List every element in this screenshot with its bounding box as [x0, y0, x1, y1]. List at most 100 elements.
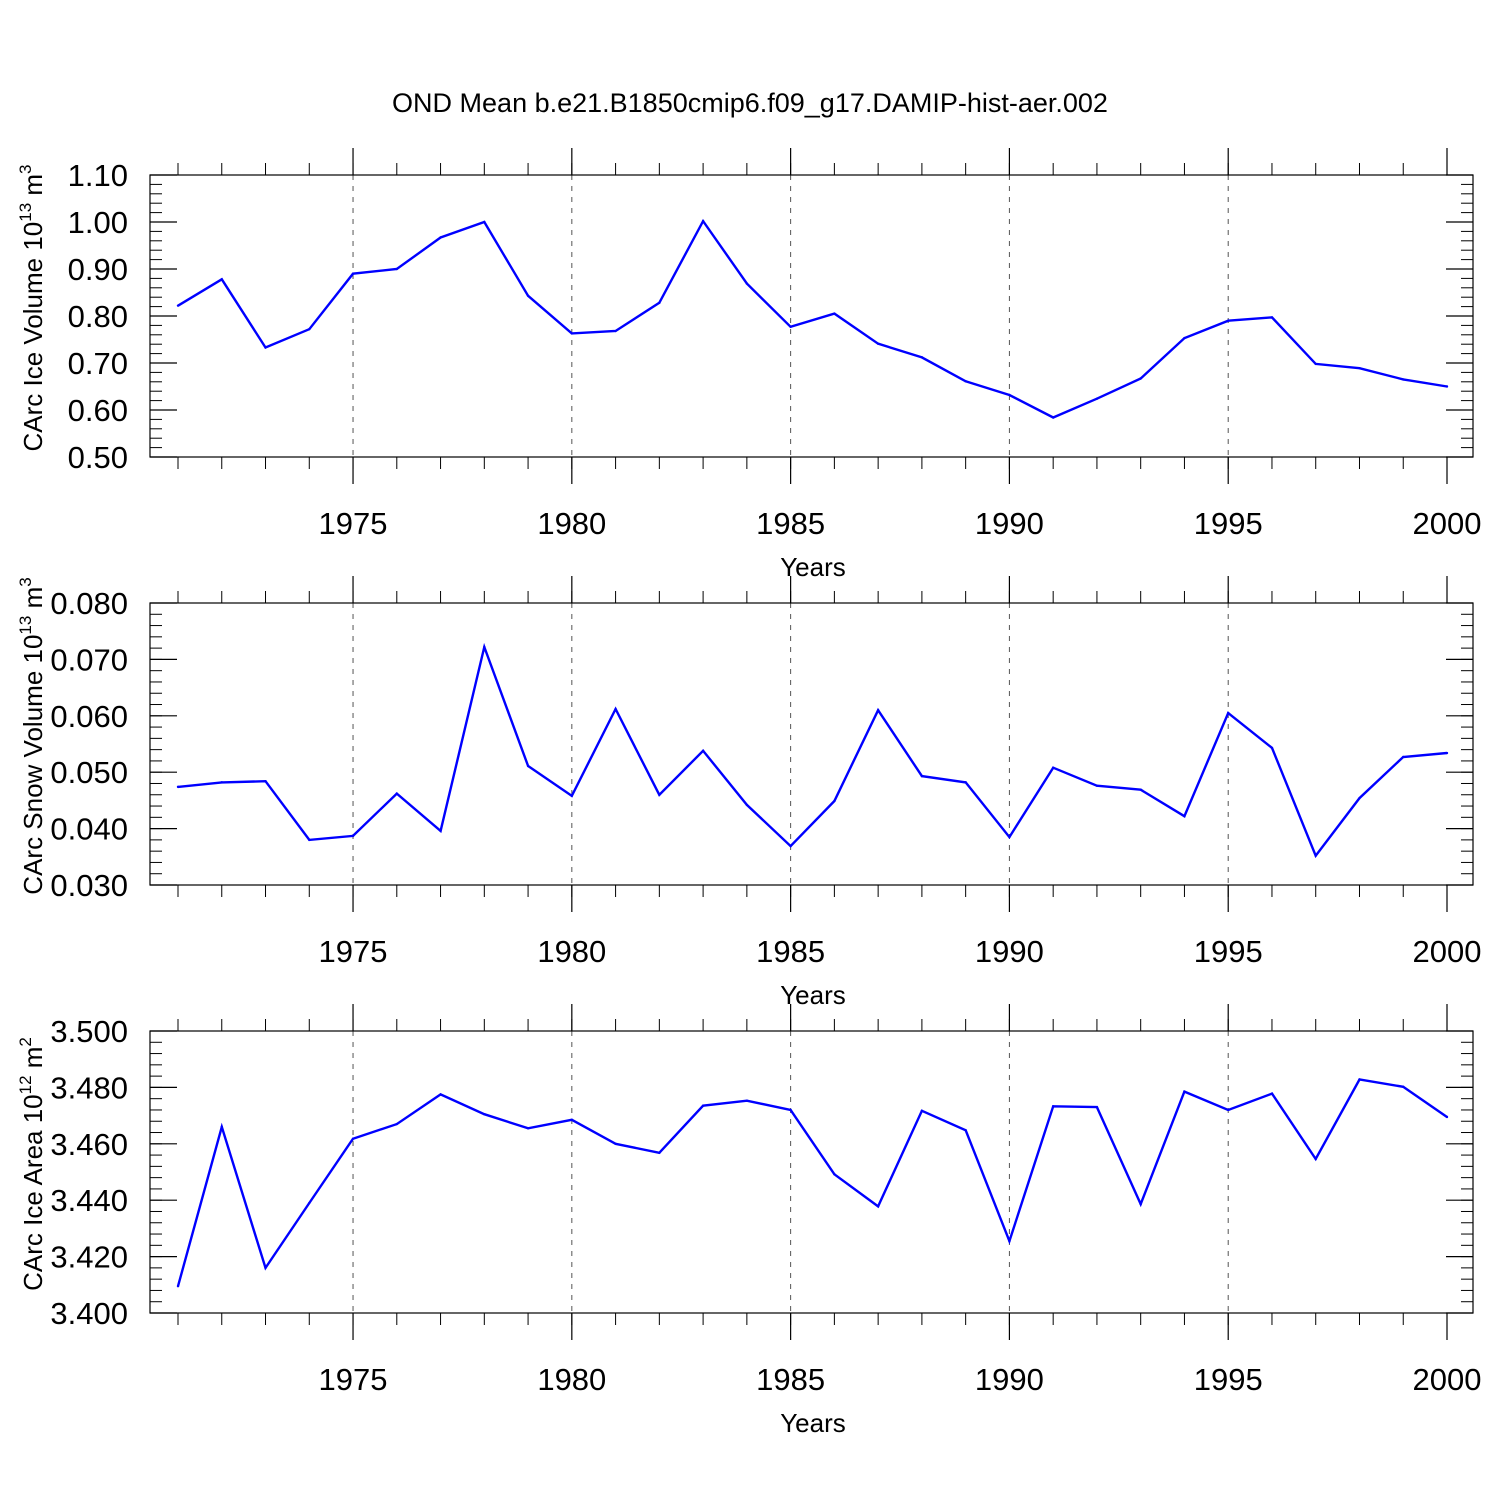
data-point	[1314, 1157, 1317, 1161]
data-point	[176, 1285, 180, 1288]
data-point	[1139, 377, 1142, 380]
data-point	[1270, 746, 1274, 750]
data-point	[1445, 751, 1449, 755]
y-axis-title-text: CArc Snow Volume 10	[18, 635, 48, 895]
data-point	[964, 1129, 967, 1132]
data-point	[483, 645, 486, 649]
data-point	[1227, 319, 1230, 322]
data-point	[920, 774, 924, 778]
data-point	[1227, 711, 1230, 715]
x-tick-label: 1980	[537, 1362, 606, 1397]
data-point	[658, 793, 661, 796]
data-point	[570, 1118, 574, 1122]
data-point	[1358, 796, 1361, 800]
data-point	[1051, 766, 1055, 769]
data-point	[745, 1099, 749, 1102]
y-axis-title-unit-exponent: 2	[16, 1037, 35, 1046]
x-tick-label: 1995	[1194, 1362, 1263, 1397]
data-point	[1183, 814, 1186, 818]
data-point	[1445, 385, 1449, 388]
data-point	[439, 1093, 442, 1096]
plot-frame	[149, 174, 1474, 458]
data-point	[833, 312, 836, 315]
y-axis-title: CArc Ice Volume 1013 m3	[16, 164, 48, 451]
x-tick-label: 2000	[1413, 934, 1482, 969]
x-tick-label: 1990	[975, 934, 1044, 969]
data-point	[1008, 393, 1011, 397]
x-tick-label: 1985	[756, 934, 825, 969]
y-tick-label: 0.040	[50, 812, 128, 847]
data-point	[701, 749, 705, 752]
data-point	[964, 380, 967, 383]
data-point	[920, 356, 924, 359]
panel-1: 0.50 0.60 0.70 0.80 0.90 1.00 1.10 1975 1980 1985…	[16, 148, 1481, 582]
x-tick-label: 1985	[756, 1362, 825, 1397]
data-point	[220, 278, 223, 281]
data-point	[264, 1266, 267, 1270]
data-point	[570, 332, 574, 335]
data-point	[1051, 1105, 1055, 1108]
y-axis-title-unit-exponent: 3	[16, 577, 35, 586]
data-point	[614, 1142, 617, 1146]
data-point	[614, 329, 617, 333]
series-line	[177, 218, 1448, 419]
data-point	[176, 785, 180, 789]
y-tick-label: 0.060	[50, 699, 128, 734]
data-point	[745, 803, 749, 807]
data-point	[1314, 362, 1317, 366]
data-point	[1139, 788, 1142, 791]
y-axis-title-exponent: 13	[16, 203, 35, 222]
data-point	[745, 282, 749, 285]
data-point	[658, 301, 661, 305]
x-tick-label: 1975	[319, 1362, 388, 1397]
y-axis-title-unit: m	[18, 1047, 48, 1076]
data-point	[701, 1104, 705, 1107]
data-point	[964, 781, 967, 784]
x-tick-label: 1990	[975, 1362, 1044, 1397]
data-point	[483, 1112, 486, 1116]
data-point	[1358, 366, 1361, 370]
data-point	[308, 1201, 311, 1205]
panels: 0.50 0.60 0.70 0.80 0.90 1.00 1.10 1975 1980 1985…	[16, 148, 1481, 1438]
data-point	[264, 780, 267, 783]
data-point	[1445, 1115, 1449, 1119]
y-axis-title: CArc Ice Area 1012 m2	[16, 1037, 48, 1291]
data-point	[789, 325, 792, 329]
x-tick-label: 1995	[1194, 506, 1263, 541]
data-point	[1270, 1092, 1274, 1095]
x-tick-label: 2000	[1413, 1362, 1482, 1397]
data-point	[1402, 755, 1405, 759]
y-tick-label: 1.00	[68, 205, 128, 240]
data-point	[308, 327, 311, 331]
y-axis-title-unit: m	[18, 174, 48, 203]
data-point	[1008, 835, 1011, 839]
data-point	[1358, 1078, 1361, 1081]
data-point	[526, 294, 530, 297]
data-point	[1095, 397, 1099, 400]
data-point	[614, 707, 617, 711]
data-point	[1183, 336, 1186, 340]
data-point	[876, 342, 880, 345]
y-tick-label: 0.80	[68, 299, 128, 334]
y-tick-label: 0.070	[50, 642, 128, 677]
data-point	[395, 792, 398, 795]
data-point	[1095, 1105, 1099, 1109]
y-axis-title-text: CArc Ice Area 10	[18, 1094, 48, 1291]
y-tick-label: 0.70	[68, 346, 128, 381]
y-tick-label: 0.90	[68, 252, 128, 287]
data-point	[351, 1137, 355, 1140]
y-tick-label: 0.050	[50, 755, 128, 790]
data-point	[220, 781, 223, 784]
plot-frame	[149, 602, 1474, 886]
data-point	[833, 1173, 836, 1176]
y-axis-title-unit: m	[18, 587, 48, 616]
panel-3: 3.400 3.420 3.440 3.460 3.480 3.500 1975 1980 19…	[16, 1004, 1481, 1438]
x-tick-label: 1980	[537, 506, 606, 541]
y-tick-label: 3.480	[50, 1070, 128, 1105]
figure-title: OND Mean b.e21.B1850cmip6.f09_g17.DAMIP-…	[392, 88, 1108, 118]
data-point	[395, 267, 398, 271]
data-point	[1227, 1108, 1230, 1112]
data-point	[920, 1109, 924, 1113]
y-tick-label: 0.50	[68, 440, 128, 475]
y-tick-label: 3.500	[50, 1014, 128, 1049]
